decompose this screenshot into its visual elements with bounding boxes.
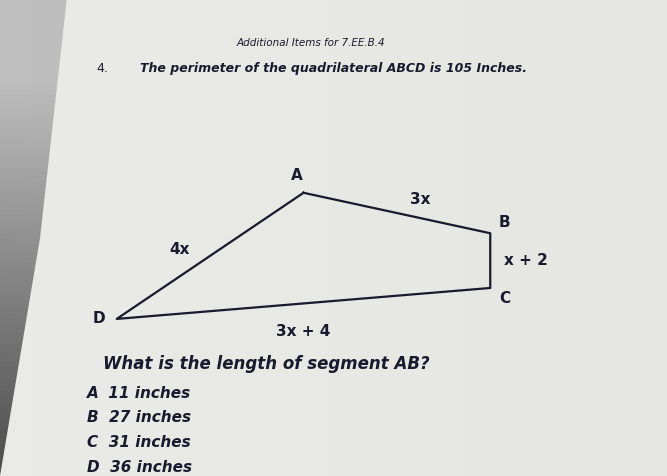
Text: C: C — [499, 291, 510, 307]
Text: D: D — [93, 311, 105, 327]
Text: 4x: 4x — [169, 242, 190, 258]
Text: A: A — [291, 168, 303, 183]
Text: A  11 inches: A 11 inches — [87, 386, 191, 401]
Text: The perimeter of the quadrilateral ABCD is 105 Inches.: The perimeter of the quadrilateral ABCD … — [140, 62, 527, 75]
Text: 3x + 4: 3x + 4 — [276, 324, 331, 339]
Text: Additional Items for 7.EE.B.4: Additional Items for 7.EE.B.4 — [237, 38, 386, 48]
Text: x + 2: x + 2 — [504, 253, 548, 268]
Text: C  31 inches: C 31 inches — [87, 435, 191, 450]
Text: D  36 inches: D 36 inches — [87, 460, 192, 475]
Text: 3x: 3x — [410, 192, 431, 207]
Text: 4.: 4. — [97, 62, 109, 75]
Text: What is the length of segment AB?: What is the length of segment AB? — [103, 355, 430, 373]
Text: B  27 inches: B 27 inches — [87, 410, 191, 426]
Text: B: B — [499, 215, 510, 230]
